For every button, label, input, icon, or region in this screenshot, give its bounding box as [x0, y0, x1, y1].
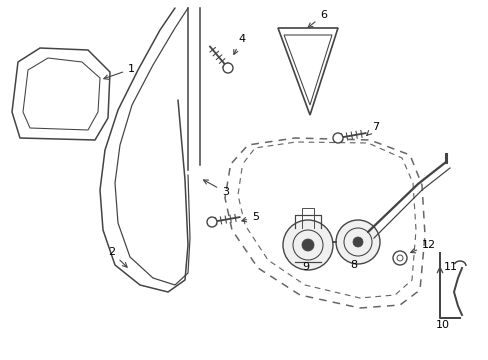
Circle shape [392, 251, 406, 265]
Circle shape [223, 63, 232, 73]
Text: 11: 11 [443, 262, 457, 272]
Text: 4: 4 [233, 34, 244, 54]
Circle shape [332, 133, 342, 143]
Text: 7: 7 [366, 122, 378, 135]
Text: 12: 12 [410, 240, 435, 253]
Text: 3: 3 [203, 180, 228, 197]
Text: 10: 10 [435, 320, 449, 330]
Circle shape [352, 237, 362, 247]
Text: 5: 5 [242, 212, 259, 222]
Circle shape [206, 217, 217, 227]
Circle shape [335, 220, 379, 264]
Text: 6: 6 [307, 10, 326, 27]
Text: 1: 1 [103, 64, 135, 79]
Circle shape [283, 220, 332, 270]
Text: 9: 9 [302, 262, 308, 272]
Circle shape [302, 239, 313, 251]
Text: 2: 2 [108, 247, 127, 267]
Text: 8: 8 [349, 260, 356, 270]
